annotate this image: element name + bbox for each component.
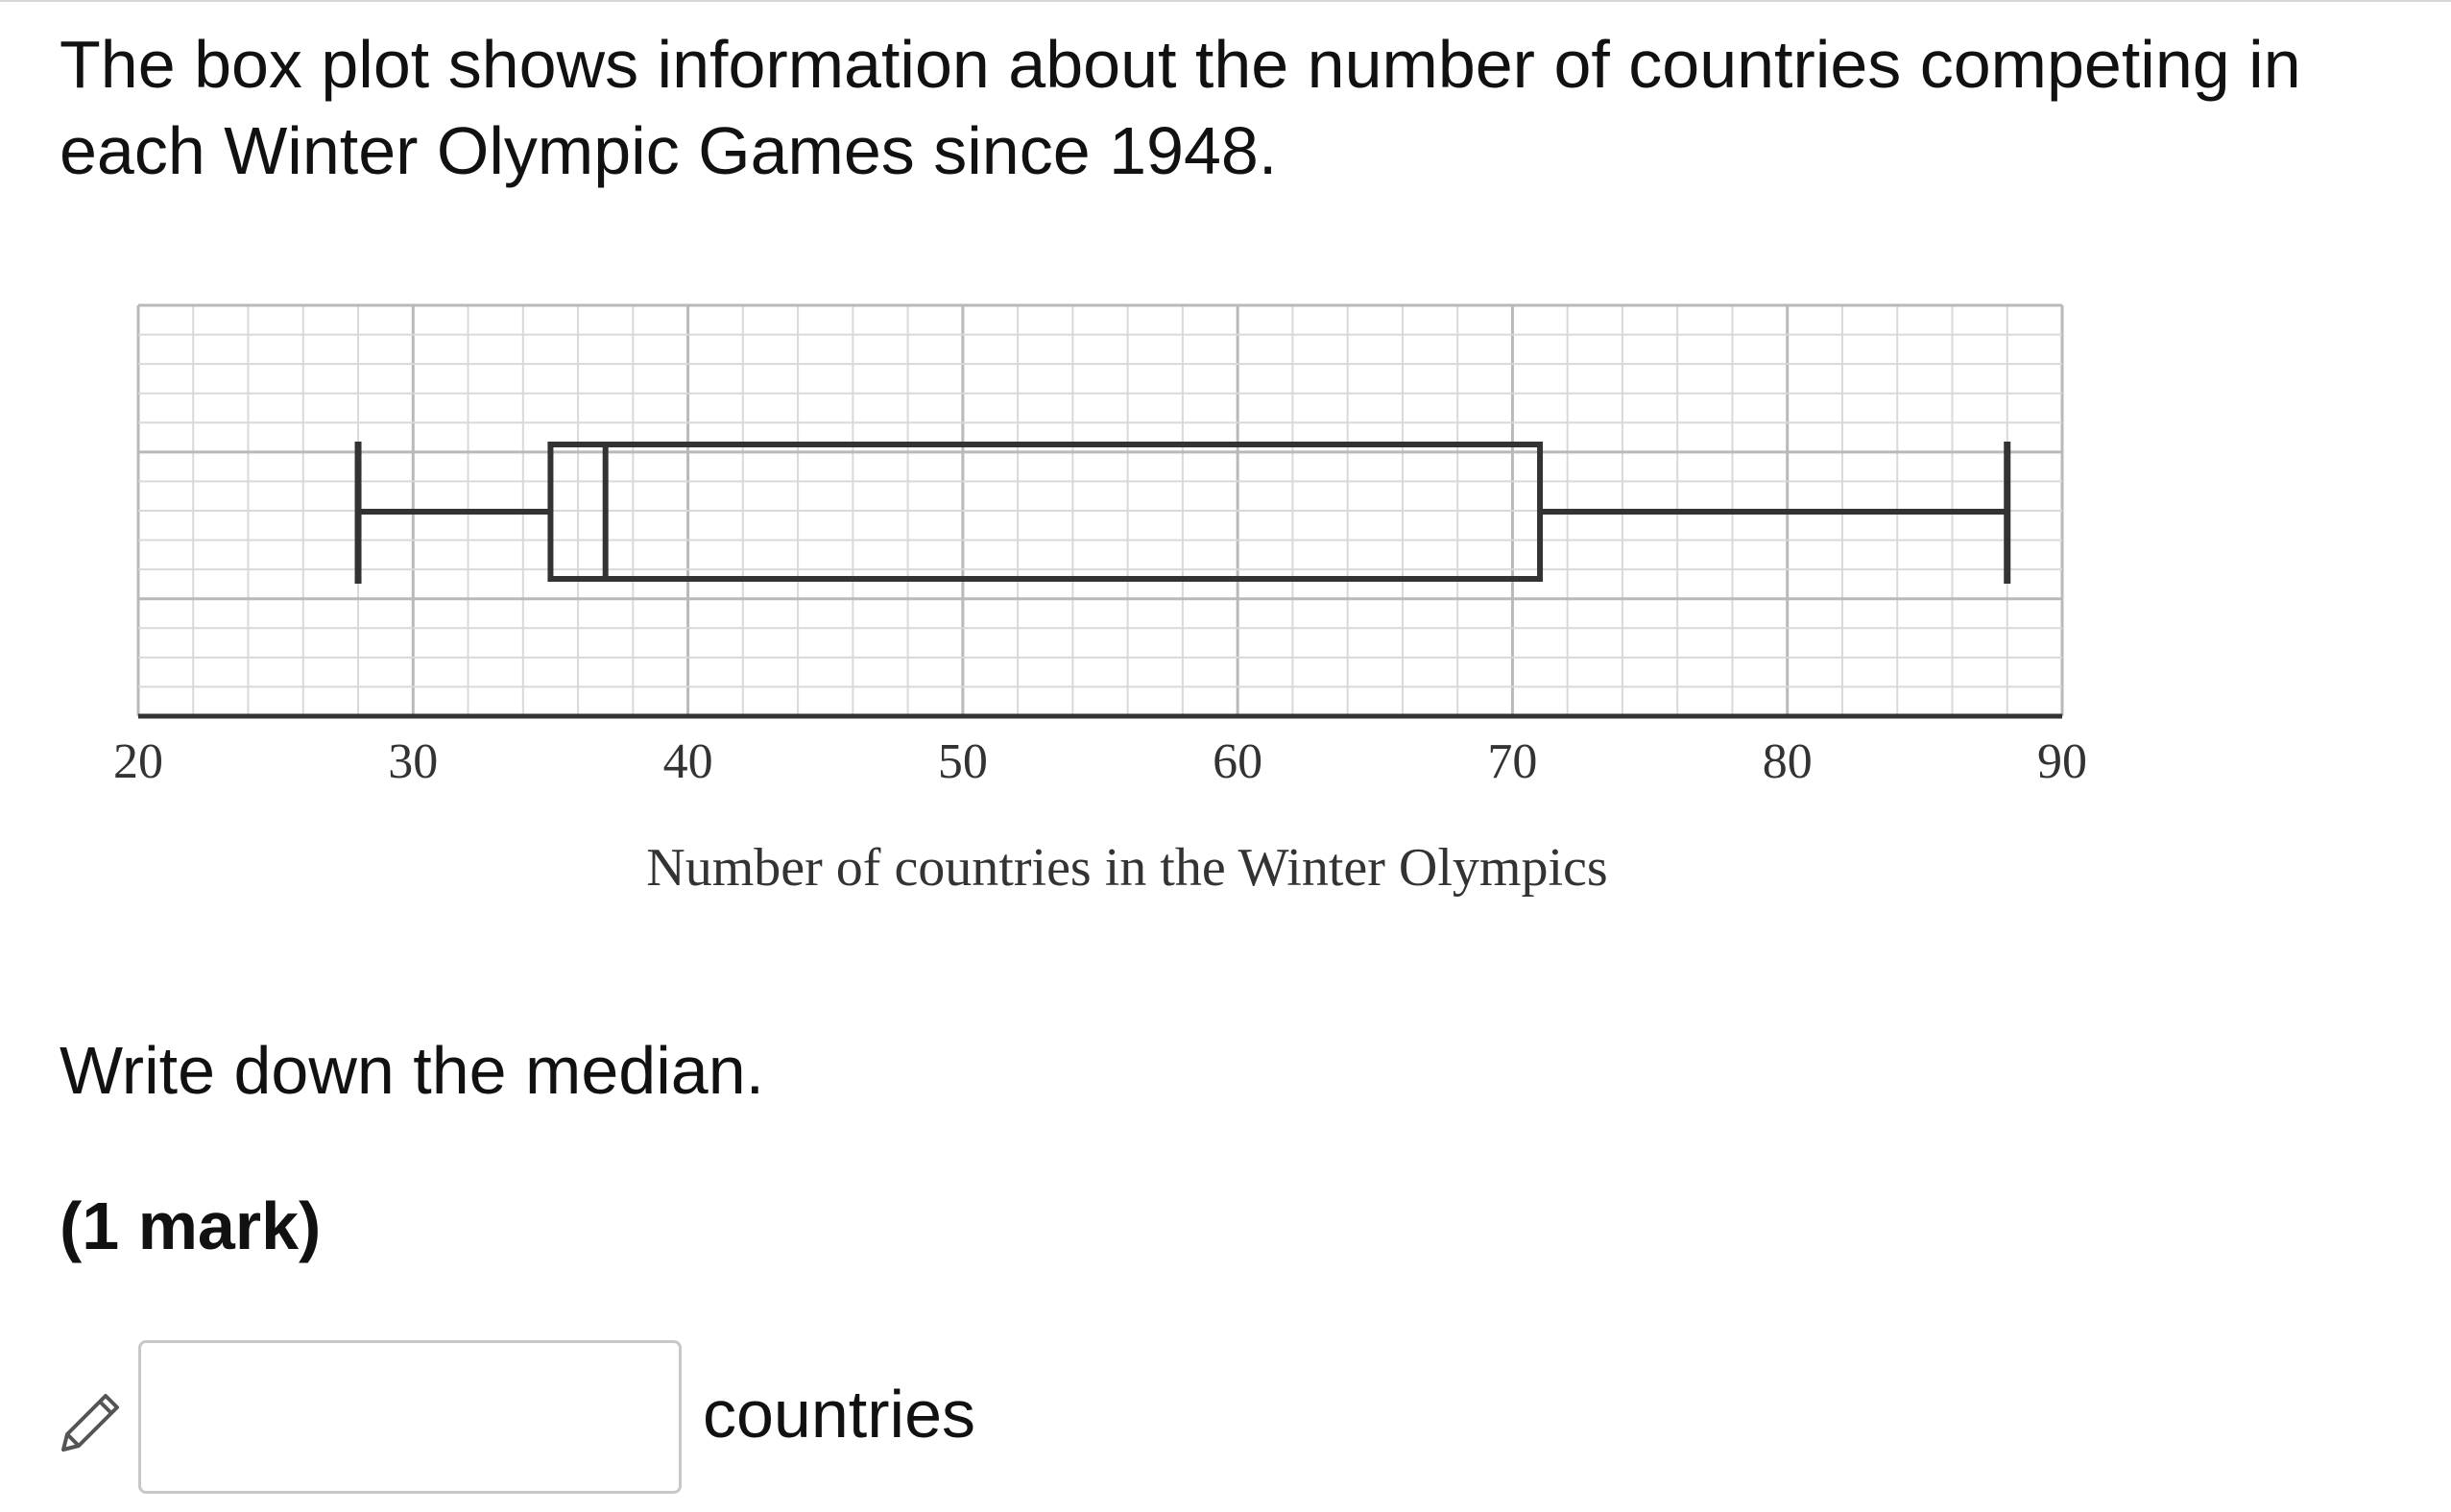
x-axis: 20 30 40 50 60 70 80 90 <box>113 713 2087 789</box>
median-answer-input[interactable] <box>138 1340 682 1494</box>
x-tick-label: 50 <box>938 734 988 789</box>
x-tick-label: 30 <box>388 734 438 789</box>
marks-label: (1 mark) <box>60 1188 322 1263</box>
x-tick-label: 60 <box>1213 734 1262 789</box>
x-tick-label: 70 <box>1487 734 1537 789</box>
box-plot <box>354 442 2011 584</box>
x-tick-label: 90 <box>2037 734 2087 789</box>
x-tick-label: 20 <box>113 734 163 789</box>
question-prompt: Write down the median. <box>60 1033 765 1108</box>
x-axis-title: Number of countries in the Winter Olympi… <box>646 838 1607 898</box>
x-tick-label: 40 <box>663 734 713 789</box>
question-intro: The box plot shows information about the… <box>60 27 2301 188</box>
top-divider <box>0 0 2451 2</box>
box-plot-chart: 20 30 40 50 60 70 80 90 Number of countries in … <box>113 303 2087 898</box>
pencil-icon <box>56 1386 127 1457</box>
answer-unit-label: countries <box>703 1377 976 1452</box>
answer-row: countries <box>56 1340 1112 1498</box>
x-tick-label: 80 <box>1763 734 1813 789</box>
